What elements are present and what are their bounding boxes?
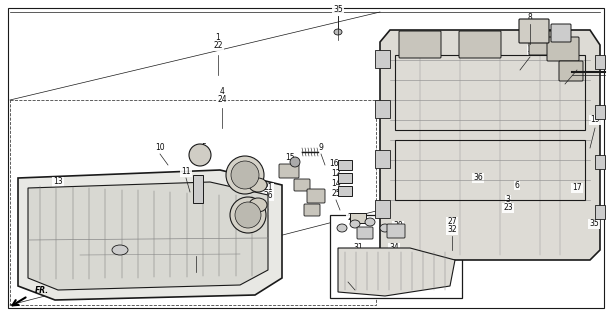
Text: 33: 33: [343, 271, 353, 281]
Bar: [193, 175, 203, 203]
Ellipse shape: [334, 29, 342, 35]
Ellipse shape: [249, 178, 267, 192]
Text: 1: 1: [215, 34, 220, 43]
Bar: [375, 50, 390, 68]
Text: 22: 22: [213, 42, 223, 51]
FancyBboxPatch shape: [399, 31, 441, 58]
Ellipse shape: [290, 157, 300, 167]
Text: 5: 5: [264, 205, 269, 214]
Ellipse shape: [189, 144, 211, 166]
Bar: [338, 160, 352, 170]
FancyBboxPatch shape: [304, 204, 320, 216]
Bar: [375, 100, 390, 118]
FancyBboxPatch shape: [357, 227, 373, 239]
FancyBboxPatch shape: [547, 37, 579, 61]
Ellipse shape: [249, 198, 267, 212]
Text: 36: 36: [473, 173, 483, 182]
Bar: [338, 186, 352, 196]
Text: 15: 15: [285, 154, 295, 163]
Polygon shape: [380, 30, 600, 260]
Ellipse shape: [391, 228, 401, 236]
Ellipse shape: [337, 224, 347, 232]
Text: 12: 12: [331, 170, 341, 179]
Text: 18: 18: [191, 274, 201, 283]
Polygon shape: [338, 248, 455, 296]
Bar: [350, 213, 366, 223]
Bar: [10, 100, 376, 305]
Text: 29: 29: [357, 228, 367, 236]
Ellipse shape: [365, 218, 375, 226]
Bar: [330, 215, 462, 298]
Text: 14: 14: [331, 180, 341, 188]
Bar: [375, 200, 390, 218]
Text: 24: 24: [217, 95, 227, 105]
Ellipse shape: [226, 156, 264, 194]
Bar: [395, 140, 585, 200]
Bar: [375, 150, 390, 168]
Bar: [595, 55, 605, 69]
Text: 16: 16: [329, 158, 339, 167]
Bar: [338, 173, 352, 183]
Text: 27: 27: [447, 218, 457, 227]
Polygon shape: [18, 170, 282, 300]
Bar: [595, 155, 605, 169]
Polygon shape: [28, 182, 268, 290]
FancyBboxPatch shape: [519, 19, 549, 43]
Text: 7: 7: [575, 60, 580, 68]
Text: 34: 34: [389, 244, 399, 252]
Ellipse shape: [230, 197, 266, 233]
Bar: [395, 55, 585, 130]
Text: 6: 6: [515, 180, 520, 189]
Text: 32: 32: [447, 226, 457, 235]
Text: 10: 10: [155, 143, 165, 153]
Ellipse shape: [350, 220, 360, 228]
FancyBboxPatch shape: [294, 179, 310, 191]
Ellipse shape: [235, 202, 261, 228]
Text: 5: 5: [201, 143, 206, 153]
Text: 17: 17: [572, 183, 582, 193]
Text: 2: 2: [528, 45, 532, 54]
Text: 23: 23: [503, 204, 513, 212]
Bar: [595, 105, 605, 119]
Text: 35: 35: [589, 220, 599, 228]
Text: 26: 26: [263, 191, 273, 201]
FancyBboxPatch shape: [459, 31, 501, 58]
Text: 21: 21: [263, 183, 273, 193]
Text: 3: 3: [506, 196, 510, 204]
Bar: [595, 205, 605, 219]
FancyBboxPatch shape: [559, 61, 583, 81]
Text: 11: 11: [181, 167, 191, 177]
Text: 28: 28: [343, 263, 353, 273]
Text: 8: 8: [528, 13, 532, 22]
Text: 4: 4: [220, 87, 225, 97]
Text: 35: 35: [333, 5, 343, 14]
FancyBboxPatch shape: [551, 24, 571, 42]
Text: 30: 30: [393, 221, 403, 230]
Ellipse shape: [380, 224, 390, 232]
FancyBboxPatch shape: [387, 224, 405, 238]
FancyBboxPatch shape: [307, 189, 325, 203]
FancyBboxPatch shape: [529, 31, 561, 55]
Ellipse shape: [231, 161, 259, 189]
Text: 13: 13: [53, 178, 63, 187]
Text: 25: 25: [331, 189, 341, 198]
Text: FR.: FR.: [35, 286, 49, 295]
Text: 31: 31: [353, 244, 363, 252]
Text: 19: 19: [590, 116, 600, 124]
Text: 20: 20: [347, 213, 357, 222]
Ellipse shape: [112, 245, 128, 255]
FancyBboxPatch shape: [279, 164, 299, 178]
Text: 9: 9: [319, 143, 323, 153]
